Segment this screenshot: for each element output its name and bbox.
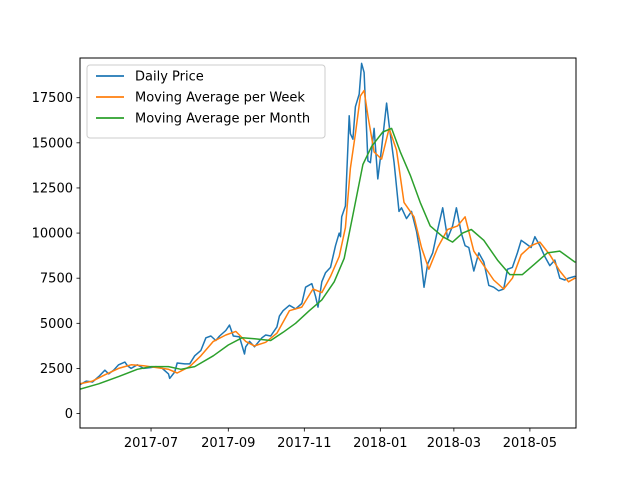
y-tick-label: 15000: [32, 136, 73, 151]
y-tick-label: 17500: [32, 91, 73, 106]
series-line-3: [80, 127, 576, 390]
legend-label-2: Moving Average per Week: [135, 91, 305, 106]
x-tick-label: 2018-01: [353, 436, 407, 451]
x-tick-label: 2017-11: [277, 436, 331, 451]
x-tick-label: 2018-03: [427, 436, 481, 451]
y-tick-label: 2500: [40, 362, 73, 377]
y-tick-label: 0: [65, 407, 73, 422]
y-tick-label: 10000: [32, 227, 73, 242]
legend: Daily Price Moving Average per Week Moving…: [86, 64, 326, 139]
y-axis: 0 2500 5000 7500 10000 12500 15000 17500: [32, 91, 80, 422]
x-tick-label: 2018-05: [503, 436, 557, 451]
y-tick-label: 7500: [40, 272, 73, 287]
series-layer: [80, 62, 576, 390]
series-line-1: [80, 62, 576, 386]
x-tick-label: 2017-07: [124, 436, 178, 451]
y-tick-label: 12500: [32, 181, 73, 196]
plot-frame: [79, 57, 577, 429]
x-axis: 2017-07 2017-09 2017-11 2018-01 2018-03 2018-…: [124, 428, 557, 451]
legend-box: [86, 64, 326, 139]
y-tick-label: 5000: [40, 317, 73, 332]
legend-label-3: Moving Average per Month: [135, 112, 310, 127]
x-tick-label: 2017-09: [201, 436, 255, 451]
legend-label-1: Daily Price: [135, 70, 204, 85]
